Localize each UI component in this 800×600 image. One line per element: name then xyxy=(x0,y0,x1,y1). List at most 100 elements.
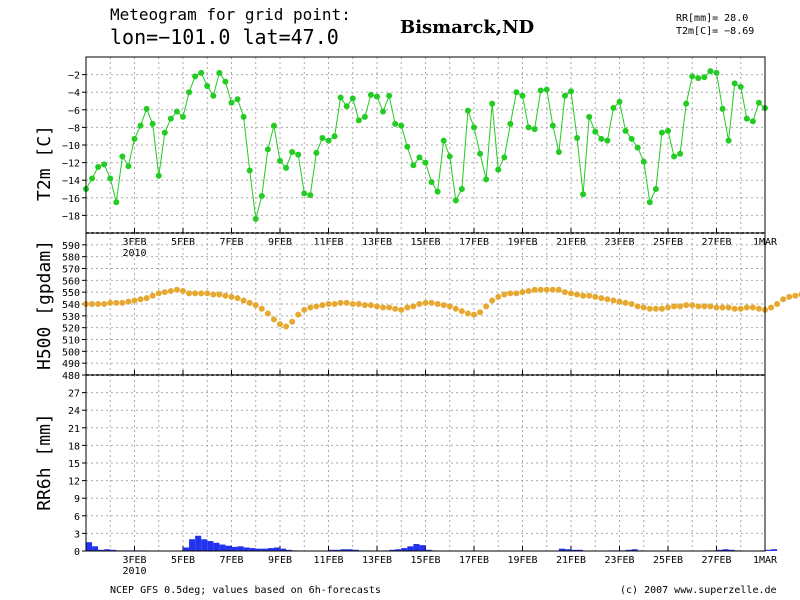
h500-point xyxy=(683,302,690,309)
t2m-point xyxy=(598,135,605,142)
t2m-point xyxy=(513,89,520,96)
rr6h-bar xyxy=(86,542,93,551)
h500-point xyxy=(125,298,132,305)
t2m-point xyxy=(301,190,308,197)
t2m-point xyxy=(610,105,617,112)
h500-point xyxy=(737,305,744,312)
title-line1: Meteogram for grid point: xyxy=(110,5,351,24)
t2m-point xyxy=(701,74,708,81)
t2m-point xyxy=(428,178,435,185)
t2m-point xyxy=(580,191,587,198)
h500-point xyxy=(264,310,271,317)
x-tick-label: 11FEB xyxy=(313,555,343,566)
h500-point xyxy=(640,304,647,311)
h500-point xyxy=(89,301,96,307)
h500-point xyxy=(101,301,108,307)
h500-point xyxy=(113,299,120,306)
x-tick-label: 21FEB xyxy=(556,555,586,566)
h500-point xyxy=(755,305,762,312)
x-year-label: 2010 xyxy=(122,566,146,577)
h500-point xyxy=(307,304,314,311)
h500-point xyxy=(537,286,544,293)
h500-axis-label: H500 [gpdam] xyxy=(34,240,55,370)
h500-point xyxy=(665,304,671,311)
h500-point xyxy=(701,303,708,310)
rr6h-bar xyxy=(110,549,117,551)
h500-point xyxy=(477,309,484,316)
h500-point xyxy=(471,311,477,318)
h500-point xyxy=(398,306,405,313)
h500-point xyxy=(422,299,429,306)
t2m-point xyxy=(295,151,302,158)
t2m-point xyxy=(398,122,405,129)
t2m-point xyxy=(671,153,678,160)
t2m-point xyxy=(640,158,647,165)
footer-source: NCEP GFS 0.5deg; values based on 6h-fore… xyxy=(110,585,381,596)
h500-point xyxy=(749,304,756,311)
t2m-point xyxy=(483,176,490,183)
h500-point xyxy=(646,305,653,312)
y-tick-label: 560 xyxy=(62,276,80,287)
rr6h-bar xyxy=(243,547,250,551)
t2m-point xyxy=(586,113,593,120)
rr6h-bar xyxy=(340,549,347,551)
t2m-point xyxy=(743,115,750,122)
y-tick-label: −2 xyxy=(68,71,80,82)
y-tick-label: 550 xyxy=(62,288,80,299)
h500-point xyxy=(258,305,265,312)
x-tick-label: 9FEB xyxy=(268,555,292,566)
t2m-point xyxy=(270,122,277,129)
rr6h-bar xyxy=(631,549,638,551)
h500-point xyxy=(380,304,387,311)
x-tick-label: 11FEB xyxy=(313,237,343,248)
t2m-point xyxy=(234,96,241,103)
t2m-point xyxy=(210,92,217,99)
rr6h-bar xyxy=(425,549,432,551)
t2m-point xyxy=(131,135,138,142)
x-tick-label: 23FEB xyxy=(604,237,634,248)
rr6h-bar xyxy=(237,546,244,551)
x-tick-label: 19FEB xyxy=(507,237,537,248)
h500-point xyxy=(513,290,520,297)
h500-point xyxy=(604,296,611,303)
t2m-point xyxy=(416,154,423,161)
h500-point xyxy=(198,290,205,297)
x-tick-label: 23FEB xyxy=(604,555,634,566)
t2m-point xyxy=(95,164,102,170)
rr6h-bar xyxy=(231,546,238,551)
h500-point xyxy=(652,305,659,312)
h500-point xyxy=(774,301,781,307)
rr6h-bar xyxy=(571,549,578,551)
y-tick-label: 530 xyxy=(62,312,80,323)
stat-rr-total: RR[mm]= 28.0 xyxy=(676,13,748,24)
h500-point xyxy=(434,301,441,307)
y-tick-label: 21 xyxy=(68,424,80,435)
t2m-point xyxy=(646,199,653,206)
x-tick-label: 3FEB xyxy=(122,237,146,248)
y-tick-label: −14 xyxy=(62,176,80,187)
h500-point xyxy=(319,302,326,309)
t2m-point xyxy=(634,144,641,151)
t2m-point xyxy=(519,92,526,99)
y-tick-label: 0 xyxy=(74,547,80,558)
t2m-point xyxy=(707,68,714,75)
x-tick-label: 21FEB xyxy=(556,237,586,248)
rr6h-bar xyxy=(261,548,268,551)
rr6h-bar xyxy=(213,542,220,551)
y-tick-label: 480 xyxy=(62,371,80,382)
t2m-point xyxy=(628,135,635,142)
h500-point xyxy=(689,302,696,309)
h500-point xyxy=(555,286,562,293)
t2m-point xyxy=(337,94,344,101)
rr6h-bar xyxy=(346,549,353,551)
t2m-point xyxy=(652,186,659,192)
rr6h-bar xyxy=(219,544,226,551)
t2m-point xyxy=(555,149,562,156)
y-tick-label: 540 xyxy=(62,300,80,311)
t2m-point xyxy=(222,78,229,85)
t2m-point xyxy=(683,100,690,107)
h500-point xyxy=(361,302,368,309)
t2m-point xyxy=(89,175,96,182)
t2m-point xyxy=(325,137,332,144)
